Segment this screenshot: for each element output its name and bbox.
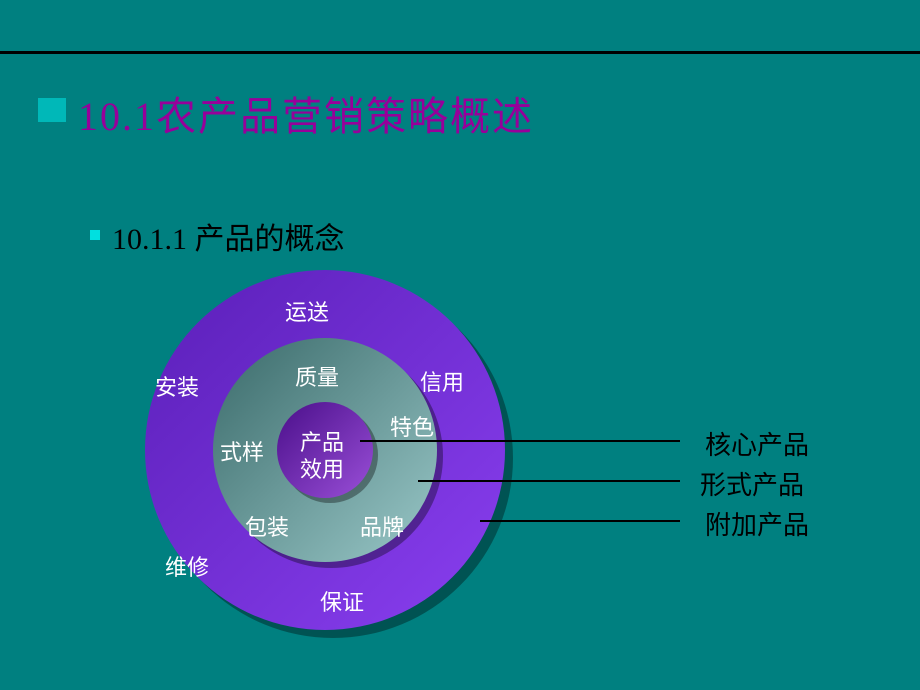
leader-line-2 bbox=[480, 520, 680, 522]
legend-label-0: 核心产品 bbox=[705, 425, 809, 462]
leader-line-1 bbox=[418, 480, 680, 482]
leader-line-0 bbox=[360, 440, 680, 442]
legend: 核心产品形式产品附加产品 bbox=[0, 0, 920, 690]
legend-label-1: 形式产品 bbox=[700, 465, 804, 502]
legend-label-2: 附加产品 bbox=[705, 505, 809, 542]
